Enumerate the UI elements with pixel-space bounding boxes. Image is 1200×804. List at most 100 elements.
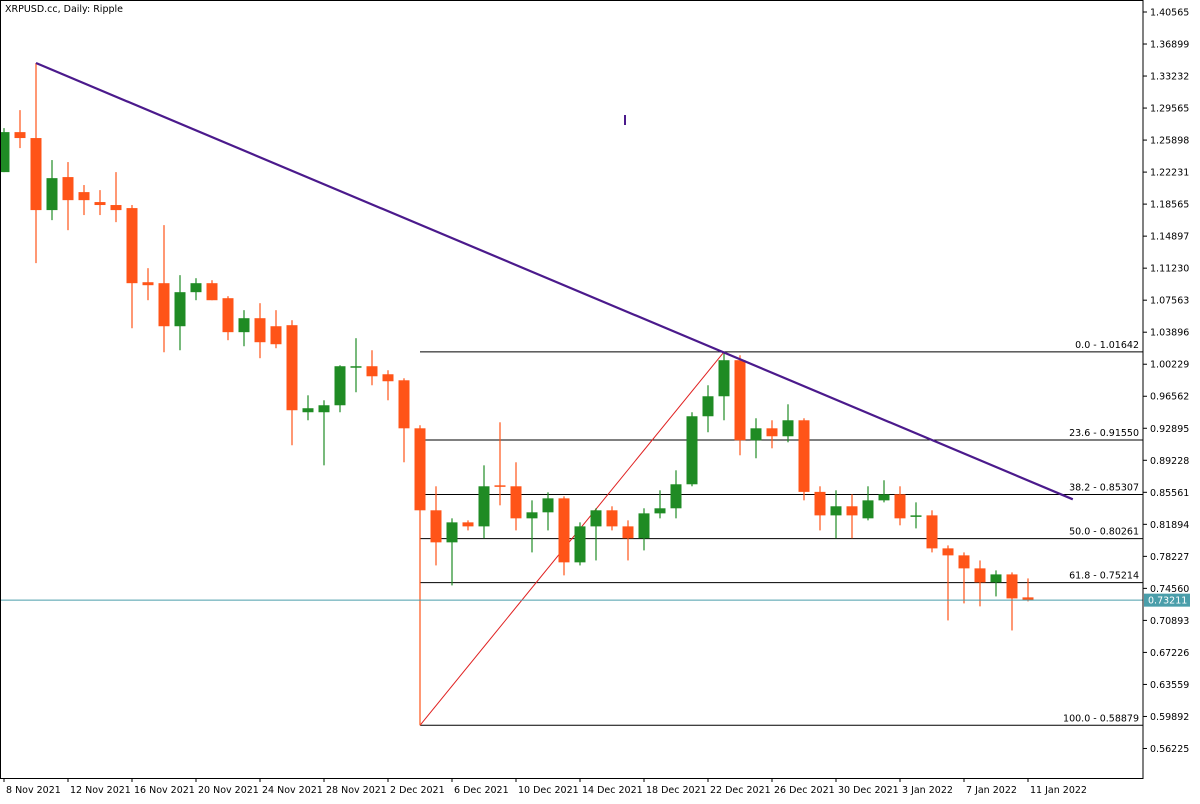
candle-body (718, 360, 730, 397)
y-tick-label: 0.67226 (1150, 648, 1189, 659)
y-tick-label: 0.92895 (1150, 424, 1189, 435)
y-tick-label: 1.14897 (1150, 232, 1189, 243)
x-tick-label: 10 Dec 2021 (518, 785, 579, 796)
candle-body (782, 420, 794, 437)
x-tick-label: 3 Jan 2022 (902, 785, 953, 796)
x-tick-label: 8 Nov 2021 (6, 785, 61, 796)
candle-body (766, 428, 778, 437)
x-tick-label: 28 Nov 2021 (326, 785, 387, 796)
y-tick-label: 0.81894 (1150, 520, 1189, 531)
candle-body (558, 498, 570, 563)
y-tick-label: 1.29565 (1150, 104, 1189, 115)
x-tick-label: 24 Nov 2021 (262, 785, 323, 796)
candle-body (590, 510, 602, 527)
y-tick-label: 0.59892 (1150, 712, 1189, 723)
y-tick-label: 1.33232 (1150, 72, 1189, 83)
candle-body (990, 574, 1002, 583)
candle-body (574, 526, 586, 563)
x-tick-label: 30 Dec 2021 (838, 785, 899, 796)
candle-body (174, 292, 186, 327)
candle-body (878, 494, 890, 501)
x-tick-label: 22 Dec 2021 (710, 785, 771, 796)
candle-body (238, 318, 250, 333)
candle-body (830, 506, 842, 516)
candle-body (686, 416, 698, 485)
axes: 1.40565 1.36899 1.33232 1.29565 1.25898 1.222… (3, 8, 1190, 796)
candle-body (318, 405, 330, 413)
candle-body (526, 512, 538, 519)
y-tick-label: 0.85561 (1150, 488, 1189, 499)
candle-body (814, 491, 826, 516)
plot-area: 0.0 - 1.01642 23.6 - 0.91550 38.2 - 0.8530… (0, 62, 1143, 726)
candle-body (286, 325, 298, 411)
x-tick-label: 11 Jan 2022 (1030, 785, 1087, 796)
candle-body (734, 360, 746, 441)
candle-body (446, 522, 458, 543)
candle-body (430, 510, 442, 543)
x-tick-label: 14 Dec 2021 (582, 785, 643, 796)
y-tick-label: 1.40565 (1150, 8, 1189, 19)
y-tick-label: 1.18565 (1150, 200, 1189, 211)
candle-body (206, 283, 218, 301)
x-tick-label: 12 Nov 2021 (70, 785, 131, 796)
y-tick-label: 1.03896 (1150, 328, 1189, 339)
fib-label: 38.2 - 0.85307 (1069, 483, 1139, 494)
candle-body (398, 380, 410, 429)
candle-body (942, 548, 954, 556)
candle-body (622, 526, 634, 539)
candle-body (46, 178, 58, 211)
candle-body (334, 366, 346, 406)
fib-label: 0.0 - 1.01642 (1075, 340, 1139, 351)
x-tick-label: 18 Dec 2021 (646, 785, 707, 796)
candle-body (14, 132, 26, 139)
candle-body (958, 555, 970, 569)
candle-body (750, 428, 762, 441)
x-tick-label: 7 Jan 2022 (966, 785, 1017, 796)
plot-border (0, 0, 1144, 779)
candle-body (478, 486, 490, 527)
candle-body (190, 283, 202, 293)
candle-body (414, 428, 426, 511)
candle-body (302, 408, 314, 413)
candle-body (142, 282, 154, 286)
candle-body (1022, 597, 1034, 601)
y-tick-label: 0.74560 (1150, 584, 1189, 595)
candle-body (894, 494, 906, 519)
y-tick-label: 1.25898 (1150, 136, 1189, 147)
y-tick-label: 0.63559 (1150, 680, 1189, 691)
price-tag-label: 0.73211 (1148, 596, 1187, 607)
trendline (35, 62, 1074, 501)
x-tick-label: 26 Dec 2021 (774, 785, 835, 796)
candle-body (638, 513, 650, 539)
candle-body (846, 506, 858, 516)
candle-body (702, 396, 714, 417)
candle-body (126, 208, 138, 284)
candle-body (382, 374, 394, 382)
y-tick-label: 1.00229 (1150, 360, 1189, 371)
candle-body (606, 510, 618, 527)
candle-body (110, 205, 122, 211)
y-tick-label: 0.96562 (1150, 392, 1189, 403)
candle-body (0, 132, 10, 173)
candle-body (974, 568, 986, 583)
candle-body (78, 192, 90, 201)
fib-label: 61.8 - 0.75214 (1069, 571, 1139, 582)
candle-body (62, 177, 74, 201)
candle-body (254, 318, 266, 343)
y-tick-label: 1.07563 (1150, 296, 1189, 307)
y-tick-label: 0.78227 (1150, 552, 1189, 563)
fib-label: 100.0 - 0.58879 (1063, 713, 1139, 724)
fib-trend (419, 351, 725, 726)
candle-body (910, 515, 922, 517)
candle-body (494, 485, 506, 487)
y-tick-label: 0.70893 (1150, 616, 1189, 627)
candle-body (1006, 574, 1018, 599)
candle-body (350, 366, 362, 368)
fib-label: 50.0 - 0.80261 (1069, 527, 1139, 538)
candle-body (798, 420, 810, 492)
candle-body (654, 508, 666, 514)
y-tick-label: 1.22231 (1150, 168, 1189, 179)
fib-label: 23.6 - 0.91550 (1069, 428, 1139, 439)
candle-body (158, 283, 170, 327)
